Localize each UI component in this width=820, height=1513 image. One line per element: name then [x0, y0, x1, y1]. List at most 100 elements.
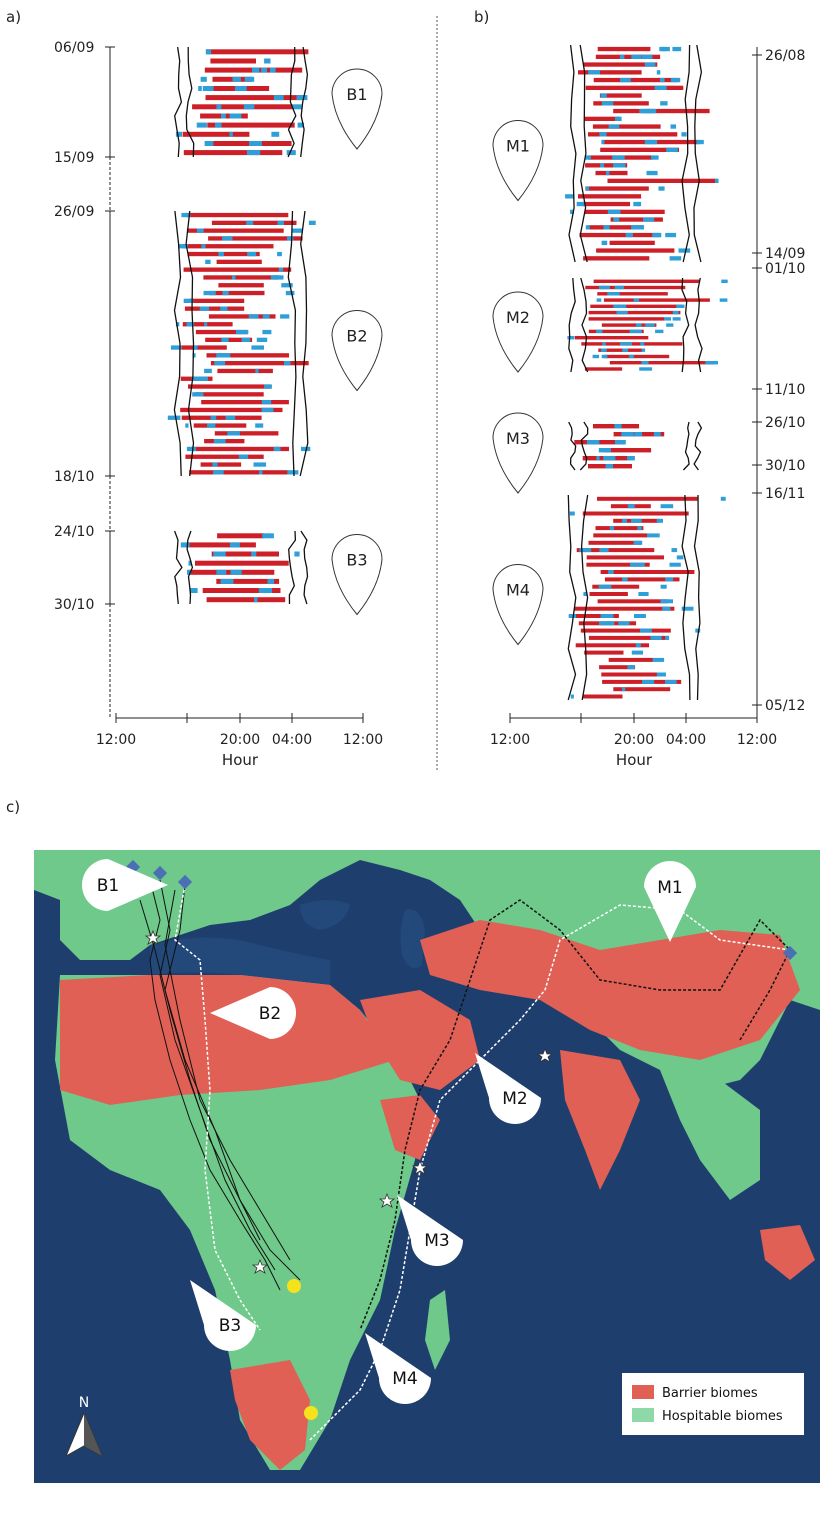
rest-bout	[603, 225, 610, 230]
flight-bout	[599, 665, 636, 670]
rest-bout	[641, 54, 653, 59]
rest-bout	[212, 462, 218, 467]
rest-bout	[614, 424, 622, 429]
rest-bout	[241, 337, 251, 342]
rest-bout	[207, 423, 216, 428]
actogram-m2	[567, 277, 728, 373]
rest-bout	[229, 131, 233, 137]
flight-bout	[206, 597, 286, 603]
y-tick-label: 11/10	[765, 382, 805, 398]
mediterranean-sea	[150, 937, 330, 985]
civil-dawn-line	[299, 210, 309, 477]
rest-bout	[270, 67, 276, 73]
pin-label: M2	[506, 308, 530, 327]
rest-bout	[622, 687, 626, 692]
sunrise-line	[681, 494, 691, 701]
flight-bout	[582, 511, 689, 516]
sunrise-line	[287, 46, 297, 158]
rest-bout	[631, 54, 641, 59]
rest-bout	[607, 292, 620, 296]
rest-bout	[622, 518, 627, 523]
x-tick-label: 12:00	[490, 732, 530, 748]
panel-a-actograms: B1 B2 B3	[167, 46, 383, 616]
rest-bout	[634, 614, 646, 618]
y-tick-label: 26/09	[54, 204, 94, 220]
rest-bout	[278, 267, 284, 272]
rest-bout	[665, 577, 674, 582]
rest-bout	[570, 209, 574, 214]
north-arrow-shade-icon	[84, 1413, 102, 1456]
rest-bout	[638, 592, 643, 596]
route-label: B2	[259, 1004, 281, 1024]
rest-bout	[658, 186, 665, 191]
flight-bout	[597, 292, 668, 296]
flight-bout	[211, 551, 279, 557]
star-marker	[251, 1258, 269, 1274]
rest-bout	[188, 560, 192, 566]
civil-dawn-line	[693, 44, 703, 263]
rest-bout	[641, 361, 649, 365]
x-tick-label: 12:00	[343, 732, 383, 748]
rest-bout	[630, 562, 640, 567]
rest-bout	[213, 470, 224, 475]
rest-bout	[281, 283, 293, 288]
route-b-white	[174, 884, 261, 1331]
route-b-alt1	[159, 879, 276, 1271]
legend-swatch-barrier	[632, 1385, 654, 1399]
y-tick-label: 16/11	[765, 486, 805, 502]
rest-bout	[264, 384, 272, 389]
rest-bout	[246, 150, 257, 156]
flight-bout	[183, 244, 274, 249]
flight-bout	[599, 93, 642, 98]
rest-bout	[213, 551, 226, 557]
rest-bout	[596, 298, 602, 302]
rest-bout	[656, 672, 666, 677]
pin-label: B3	[346, 551, 367, 570]
pin-label: M4	[506, 581, 530, 600]
flight-bout	[214, 431, 279, 436]
star-marker	[144, 929, 162, 945]
rest-bout	[638, 562, 645, 567]
x-tick-label: 20:00	[614, 732, 654, 748]
rest-bout	[640, 628, 652, 633]
rest-bout	[251, 551, 257, 557]
flight-bout	[610, 217, 663, 222]
flight-bout	[600, 147, 679, 152]
flight-bout	[192, 104, 293, 110]
rest-bout	[600, 163, 605, 168]
rest-bout	[607, 209, 621, 214]
location-pin-icon	[492, 291, 544, 373]
actogram-b3	[173, 530, 309, 605]
sunset-line	[579, 44, 588, 263]
rest-bout	[175, 131, 182, 137]
route-callout-icon	[190, 1280, 256, 1351]
location-pin-icon	[492, 120, 544, 202]
flight-bout	[603, 298, 710, 302]
flight-bout	[604, 577, 680, 582]
y-tick-label: 01/10	[765, 261, 805, 277]
flight-bout	[206, 353, 289, 358]
rest-bout	[222, 236, 233, 241]
rest-bout	[650, 635, 662, 640]
route-b-alt4	[164, 889, 291, 1261]
y-tick-label: 15/09	[54, 150, 94, 166]
rest-bout	[284, 361, 291, 366]
rest-bout	[567, 336, 575, 340]
flight-bout	[609, 240, 655, 245]
rest-bout	[676, 555, 684, 560]
route-label: M4	[392, 1369, 417, 1389]
flight-bout	[588, 310, 681, 315]
flight-bout	[585, 163, 628, 168]
flight-bout	[186, 228, 284, 233]
rest-bout	[666, 147, 678, 152]
rest-bout	[601, 240, 608, 245]
flight-bout	[601, 672, 666, 677]
flight-bout	[212, 76, 252, 82]
rest-bout	[585, 225, 590, 230]
flight-bout	[578, 70, 642, 75]
rest-bout	[606, 170, 610, 176]
rest-bout	[258, 588, 270, 593]
rest-bout	[659, 46, 670, 52]
rest-bout	[271, 131, 280, 137]
rest-bout	[287, 470, 299, 475]
